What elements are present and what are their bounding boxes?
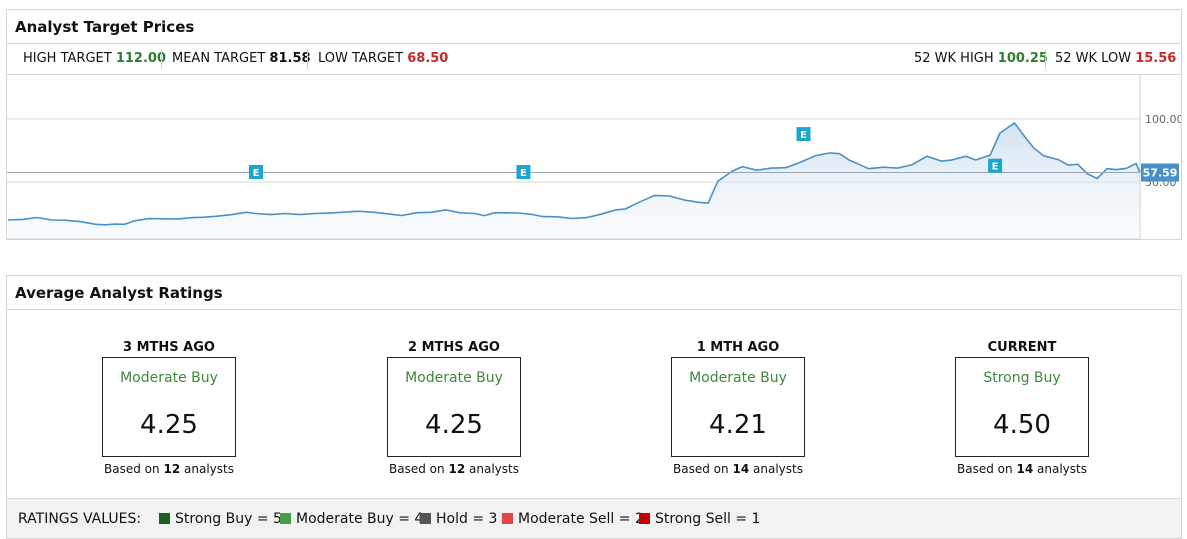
rating-box: Moderate Buy 4.21 bbox=[671, 357, 805, 457]
low-target-stat: LOW TARGET 68.50 bbox=[310, 44, 456, 74]
rating-current: CURRENT Strong Buy 4.50 Based on 14 anal… bbox=[922, 339, 1122, 476]
high-target-label: HIGH TARGET bbox=[23, 51, 112, 66]
price-area bbox=[8, 123, 1140, 239]
target-stats-row: HIGH TARGET 112.00 MEAN TARGET 81.58 LOW… bbox=[7, 44, 1181, 75]
earnings-marker bbox=[796, 127, 811, 142]
rating-label: Moderate Buy bbox=[120, 370, 218, 386]
analyst-count: Based on 14 analysts bbox=[673, 462, 803, 476]
legend-swatch bbox=[159, 513, 170, 524]
rating-score: 4.21 bbox=[709, 410, 767, 440]
rating-1-month-ago: 1 MTH AGO Moderate Buy 4.21 Based on 14 … bbox=[638, 339, 838, 476]
52wk-low-label: 52 WK LOW bbox=[1055, 51, 1132, 66]
52wk-high-label: 52 WK HIGH bbox=[914, 51, 994, 66]
earnings-marker bbox=[248, 165, 263, 180]
rating-heading: CURRENT bbox=[987, 340, 1057, 355]
rating-score: 4.25 bbox=[140, 410, 198, 440]
rating-label: Moderate Buy bbox=[405, 370, 503, 386]
price-line bbox=[7, 122, 1141, 226]
legend-title: RATINGS VALUES: bbox=[18, 511, 142, 527]
mean-target-stat: MEAN TARGET 81.58 bbox=[164, 44, 319, 74]
legend-moderate-buy: Moderate Buy = 4 bbox=[280, 499, 423, 539]
y-tick-label: 100.00 bbox=[1145, 113, 1181, 126]
rating-heading: 1 MTH AGO bbox=[696, 340, 780, 355]
rating-label: Moderate Buy bbox=[689, 370, 787, 386]
52wk-high-value: 100.25 bbox=[997, 51, 1048, 66]
rating-3-months-ago: 3 MTHS AGO Moderate Buy 4.25 Based on 12… bbox=[69, 339, 269, 476]
earnings-marker bbox=[516, 165, 531, 180]
legend-hold: Hold = 3 bbox=[420, 499, 497, 539]
low-target-label: LOW TARGET bbox=[318, 51, 404, 66]
high-target-value: 112.00 bbox=[115, 51, 166, 66]
legend-moderate-sell: Moderate Sell = 2 bbox=[502, 499, 644, 539]
legend-swatch bbox=[280, 513, 291, 524]
52wk-low-value: 15.56 bbox=[1135, 51, 1177, 66]
analyst-target-prices-panel: Analyst Target Prices HIGH TARGET 112.00… bbox=[6, 9, 1182, 240]
rating-box: Strong Buy 4.50 bbox=[955, 357, 1089, 457]
earnings-marker-label: E bbox=[800, 130, 807, 141]
legend-swatch bbox=[420, 513, 431, 524]
legend-strong-buy: Strong Buy = 5 bbox=[159, 499, 282, 539]
legend-swatch bbox=[502, 513, 513, 524]
rating-score: 4.50 bbox=[993, 410, 1051, 440]
52wk-high-stat: 52 WK HIGH 100.25 bbox=[906, 44, 1056, 74]
earnings-marker-label: E bbox=[520, 168, 527, 179]
last-price-label: 57.59 bbox=[1143, 167, 1178, 180]
mean-target-label: MEAN TARGET bbox=[172, 51, 266, 66]
analyst-count: Based on 14 analysts bbox=[957, 462, 1087, 476]
high-target-stat: HIGH TARGET 112.00 bbox=[15, 44, 174, 74]
panel-title: Average Analyst Ratings bbox=[7, 276, 1181, 310]
mean-target-value: 81.58 bbox=[269, 51, 311, 66]
earnings-marker-label: E bbox=[992, 162, 999, 173]
low-target-value: 68.50 bbox=[407, 51, 449, 66]
legend-strong-sell: Strong Sell = 1 bbox=[639, 499, 760, 539]
rating-box: Moderate Buy 4.25 bbox=[102, 357, 236, 457]
last-price-tag bbox=[1141, 163, 1179, 182]
legend-swatch bbox=[639, 513, 650, 524]
rating-label: Strong Buy bbox=[983, 370, 1061, 386]
ratings-legend: RATINGS VALUES: Strong Buy = 5 Moderate … bbox=[7, 498, 1181, 538]
rating-2-months-ago: 2 MTHS AGO Moderate Buy 4.25 Based on 12… bbox=[354, 339, 554, 476]
analyst-count: Based on 12 analysts bbox=[389, 462, 519, 476]
average-analyst-ratings-panel: Average Analyst Ratings 3 MTHS AGO Moder… bbox=[6, 275, 1182, 539]
rating-heading: 3 MTHS AGO bbox=[123, 340, 215, 355]
rating-score: 4.25 bbox=[425, 410, 483, 440]
earnings-marker-label: E bbox=[253, 168, 260, 179]
earnings-marker bbox=[988, 158, 1003, 173]
rating-box: Moderate Buy 4.25 bbox=[387, 357, 521, 457]
analyst-count: Based on 12 analysts bbox=[104, 462, 234, 476]
52wk-low-stat: 52 WK LOW 15.56 bbox=[1047, 44, 1184, 74]
panel-title: Analyst Target Prices bbox=[7, 10, 1181, 44]
rating-heading: 2 MTHS AGO bbox=[408, 340, 500, 355]
